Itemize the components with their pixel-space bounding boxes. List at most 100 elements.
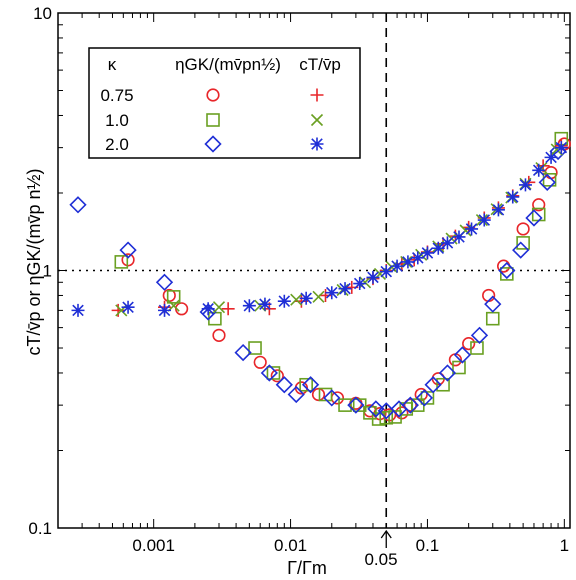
x-data-point	[312, 290, 325, 303]
circle-data-point	[532, 198, 546, 212]
legend-square-marker	[206, 113, 220, 127]
square-data-point	[266, 366, 281, 380]
circle-data-point	[516, 222, 530, 236]
asterisk-data-point	[390, 259, 404, 273]
legend-kappa-0: 0.75	[100, 86, 133, 105]
asterisk-data-point	[353, 277, 367, 291]
asterisk-data-point	[431, 241, 445, 255]
diamond-data-point	[234, 343, 252, 362]
legend-asterisk-marker	[310, 137, 324, 151]
circle-data-point	[212, 328, 226, 342]
x-data-point	[167, 299, 180, 312]
circle-data-point	[270, 369, 284, 383]
square-data-point	[452, 360, 466, 375]
asterisk-data-point	[201, 302, 215, 316]
legend-header-ct: cT/v̄p	[299, 55, 341, 74]
vertical-reference-arrowhead	[380, 529, 392, 539]
diamond-data-point	[453, 346, 472, 364]
y-tick-label: 10	[33, 4, 52, 23]
asterisk-data-point	[544, 150, 558, 164]
diamond-data-point	[301, 376, 320, 394]
asterisk-data-point	[401, 255, 415, 269]
square-data-point	[208, 311, 222, 326]
asterisk-data-point	[71, 303, 85, 317]
diamond-data-point	[415, 389, 434, 407]
diamond-data-point	[424, 376, 442, 394]
asterisk-data-point	[506, 190, 520, 204]
y-tick-label: 0.1	[28, 519, 52, 538]
square-data-point	[248, 341, 262, 355]
legend-markers	[204, 88, 324, 153]
diamond-data-point	[367, 400, 385, 418]
asterisk-data-point	[277, 294, 291, 308]
diamond-data-point	[347, 396, 365, 414]
asterisk-data-point	[258, 297, 272, 311]
asterisk-data-point	[465, 222, 479, 236]
square-data-point	[388, 410, 402, 424]
diamond-data-point	[438, 364, 457, 382]
diamond-data-point	[538, 173, 556, 191]
asterisk-data-point	[242, 299, 256, 313]
square-data-point	[542, 173, 557, 187]
legend: κ ηGK/(mv̄pn½) cT/v̄p 0.75 1.0 2.0	[88, 47, 361, 159]
diamond-data-point	[155, 273, 174, 291]
plus-data-point	[221, 302, 235, 316]
diamond-data-point	[512, 241, 530, 259]
legend-header-eta: ηGK/(mv̄pn½)	[175, 55, 281, 74]
y-axis-label: cT/v̄p or ηGK/(mv̄p n½)	[24, 168, 44, 355]
x-tick-label: 0.1	[416, 536, 440, 555]
diamond-data-point	[69, 196, 87, 214]
diamond-data-point	[498, 261, 516, 280]
diamond-data-point	[525, 209, 543, 227]
diamond-data-point	[401, 396, 419, 414]
x-axis-label: Γ/Γm	[287, 558, 327, 578]
square-data-point	[318, 387, 333, 402]
diamond-data-point	[119, 241, 137, 259]
square-data-point	[114, 255, 129, 269]
legend-x-marker	[310, 113, 324, 127]
asterisk-data-point	[379, 265, 393, 279]
diamond-data-point	[484, 295, 502, 313]
circle-data-point	[462, 337, 476, 351]
legend-kappa-1: 1.0	[105, 111, 129, 130]
x-data-point	[212, 301, 226, 314]
asterisk-data-point	[420, 246, 434, 260]
circle-data-point	[330, 391, 345, 405]
x-data-point	[290, 293, 303, 306]
circle-data-point	[403, 398, 417, 412]
asterisk-data-point	[158, 303, 172, 317]
square-data-point	[352, 398, 367, 412]
asterisk-data-point	[477, 213, 491, 227]
legend-circle-marker	[206, 88, 220, 102]
square-data-point	[299, 377, 313, 392]
legend-box	[88, 47, 361, 159]
asterisk-data-point	[121, 300, 135, 314]
circle-data-point	[482, 288, 496, 303]
diamond-data-point	[287, 385, 305, 404]
diamond-data-point	[323, 389, 341, 407]
square-data-point	[166, 290, 181, 304]
asterisk-data-point	[411, 251, 425, 265]
asterisk-data-point	[532, 163, 546, 177]
diamond-data-point	[260, 364, 278, 382]
asterisk-data-point	[366, 270, 380, 284]
y-tick-label: 1	[43, 262, 52, 281]
asterisk-data-point	[325, 286, 339, 300]
square-data-point	[420, 391, 435, 405]
legend-header-kappa: κ	[108, 55, 117, 74]
square-data-point	[500, 267, 514, 281]
x-tick-label: 0.01	[274, 536, 307, 555]
asterisk-data-point	[491, 203, 505, 217]
plus-data-point	[111, 303, 125, 317]
diamond-data-point	[470, 326, 489, 344]
asterisk-data-point	[554, 141, 568, 155]
square-data-point	[379, 410, 394, 425]
circle-data-point	[311, 387, 326, 402]
x-tick-label: 0.001	[132, 536, 175, 555]
asterisk-data-point	[452, 230, 466, 244]
axis-ticks: 0.001 0.01 0.1 1 0.1 1 10	[28, 4, 570, 555]
vertical-reference-label: 0.05	[364, 550, 397, 569]
data-points	[69, 131, 571, 426]
square-data-point	[436, 377, 450, 392]
